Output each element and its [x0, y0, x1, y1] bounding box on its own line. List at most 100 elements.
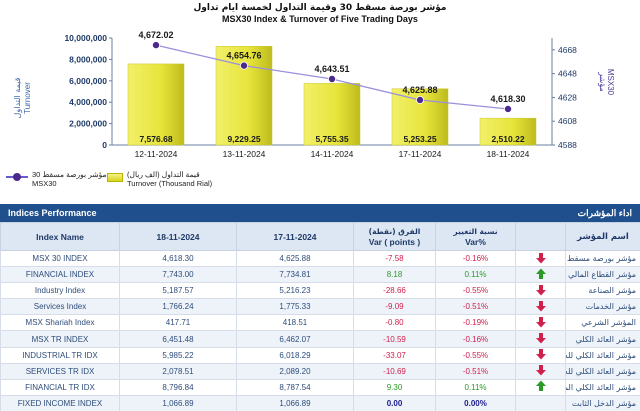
var-percent-cell: 0.00%: [435, 394, 516, 411]
trend-arrow-cell: [515, 249, 566, 268]
col-header-pct: نسبة التغيير Var%: [435, 222, 516, 251]
x-category-label: 17-11-2024: [399, 149, 442, 159]
indices-title-en: Indices Performance: [8, 208, 97, 218]
chart-panel: مؤشر بورصة مسقط 30 وقيمة التداول لخمسة ا…: [0, 0, 640, 200]
right-tick-label: 4668: [558, 45, 577, 55]
trend-arrow-cell: [515, 314, 566, 332]
index-name-ar-cell: مؤشر الخدمات: [565, 298, 640, 316]
index-name-ar-cell: مؤشر العائد الكلي المالي: [565, 378, 640, 396]
index-name-cell: MSX Shariah Index: [0, 314, 120, 332]
var-percent-cell: -0.19%: [435, 314, 516, 332]
left-tick-label: 8,000,000: [69, 54, 107, 64]
trend-arrow-cell: [515, 346, 566, 364]
x-category-label: 14-11-2024: [311, 149, 354, 159]
turnover-value-label: 5,253.25: [403, 134, 436, 144]
table-row: SERVICES TR IDX 2,078.51 2,089.20 -10.69 -0.…: [0, 362, 640, 380]
value-date-1-cell: 6,018.29: [236, 346, 354, 364]
value-date-2-cell: 1,766.24: [119, 298, 237, 316]
value-date-2-cell: 1,066.89: [119, 394, 237, 411]
turnover-bar: [303, 83, 361, 146]
index-name-ar-cell: مؤشر الدخل الثابت: [565, 394, 640, 411]
turnover-bar: [479, 117, 537, 146]
x-category-label: 13-11-2024: [223, 149, 266, 159]
indices-performance-panel: Indices Performance اداء المؤشرات Index …: [0, 204, 640, 411]
legend-item-index: مؤشر بورصة مسقط 30 MSX30: [6, 170, 107, 188]
var-points-cell: 0.00: [353, 394, 436, 411]
msx30-point: [503, 104, 512, 113]
col-header-date-2: 18-11-2024: [119, 222, 237, 251]
table-row: Industry Index 5,187.57 5,216.23 -28.66 -0.5…: [0, 282, 640, 300]
var-points-cell: -10.59: [353, 330, 436, 348]
table-row: FINANCIAL INDEX 7,743.00 7,734.81 8.18 0.11%…: [0, 266, 640, 284]
var-points-cell: -33.07: [353, 346, 436, 364]
index-name-ar-cell: مؤشر بورصة مسقط 30: [565, 249, 640, 268]
value-date-1-cell: 6,462.07: [236, 330, 354, 348]
left-tick-label: 2,000,000: [69, 119, 107, 129]
value-date-2-cell: 7,743.00: [119, 266, 237, 284]
chart-title-en: MSX30 Index & Turnover of Five Trading D…: [222, 14, 418, 24]
index-name-cell: FINANCIAL INDEX: [0, 266, 120, 284]
value-date-1-cell: 1,775.33: [236, 298, 354, 316]
legend-index-en: MSX30: [32, 179, 57, 188]
left-tick-label: 0: [102, 140, 107, 150]
index-name-cell: FIXED INCOME INDEX: [0, 394, 120, 411]
msx30-turnover-chart: مؤشر بورصة مسقط 30 وقيمة التداول لخمسة ا…: [13, 3, 615, 159]
table-row: MSX Shariah Index 417.71 418.51 -0.80 -0.19%…: [0, 314, 640, 332]
value-date-1-cell: 8,787.54: [236, 378, 354, 396]
turnover-value-label: 9,229.25: [227, 134, 260, 144]
trend-arrow-cell: [515, 298, 566, 316]
line-marker-icon: [6, 173, 28, 181]
value-date-1-cell: 5,216.23: [236, 282, 354, 300]
msx30-value-label: 4,654.76: [226, 51, 261, 61]
value-date-2-cell: 5,187.57: [119, 282, 237, 300]
turnover-value-label: 2,510.22: [491, 134, 524, 144]
index-name-ar-cell: مؤشر الصناعة: [565, 282, 640, 300]
index-name-ar-cell: مؤشر العائد الكلي للصناعة: [565, 346, 640, 364]
turnover-bar: [127, 63, 185, 146]
indices-title-ar: اداء المؤشرات: [577, 207, 632, 218]
value-date-2-cell: 2,078.51: [119, 362, 237, 380]
arrow-down-icon: [535, 333, 546, 344]
msx30-point: [151, 41, 160, 50]
value-date-1-cell: 2,089.20: [236, 362, 354, 380]
left-tick-label: 10,000,000: [64, 33, 107, 43]
no-change-icon: [535, 396, 547, 408]
arrow-up-icon: [535, 380, 546, 392]
table-row: MSX 30 INDEX 4,618.30 4,625.88 -7.58 -0.16% م…: [0, 249, 640, 268]
index-name-ar-cell: مؤشر العائد الكلي: [565, 330, 640, 348]
msx30-value-label: 4,643.51: [314, 64, 349, 74]
value-date-2-cell: 417.71: [119, 314, 237, 332]
x-category-label: 12-11-2024: [135, 149, 178, 159]
var-points-cell: 8.18: [353, 266, 436, 284]
var-points-cell: -7.58: [353, 249, 436, 268]
table-row: FIXED INCOME INDEX 1,066.89 1,066.89 0.00 0.…: [0, 394, 640, 411]
col-header-arrow: [515, 222, 566, 251]
chart-title-ar: مؤشر بورصة مسقط 30 وقيمة التداول لخمسة ا…: [194, 3, 447, 13]
value-date-2-cell: 5,985.22: [119, 346, 237, 364]
msx30-point: [415, 95, 424, 104]
var-percent-cell: -0.16%: [435, 330, 516, 348]
left-tick-label: 4,000,000: [69, 97, 107, 107]
value-date-1-cell: 7,734.81: [236, 266, 354, 284]
col-header-name-ar: اسم المؤشر: [565, 222, 640, 251]
value-date-1-cell: 4,625.88: [236, 249, 354, 268]
indices-table: Index Name 18-11-2024 17-11-2024 الفرق (…: [0, 222, 640, 411]
arrow-down-icon: [535, 365, 546, 376]
trend-arrow-cell: [515, 378, 566, 396]
arrow-up-icon: [535, 268, 546, 279]
bar-swatch-icon: [107, 173, 123, 182]
index-name-ar-cell: مؤشر القطاع المالي: [565, 266, 640, 284]
index-name-cell: Services Index: [0, 298, 120, 316]
turnover-value-label: 5,755.35: [315, 134, 348, 144]
index-name-ar-cell: المؤشر الشرعي: [565, 314, 640, 332]
right-tick-label: 4628: [558, 92, 577, 102]
var-percent-cell: -0.51%: [435, 298, 516, 316]
right-axis-label-en: MSX30: [606, 69, 615, 96]
trend-arrow-cell: [515, 266, 566, 284]
legend-turnover-ar: قيمة التداول (الف ريال): [127, 170, 200, 179]
var-points-cell: -28.66: [353, 282, 436, 300]
x-category-label: 18-11-2024: [487, 149, 530, 159]
msx30-value-label: 4,625.88: [402, 85, 437, 95]
trend-arrow-cell: [515, 330, 566, 348]
col-header-pct-ar: نسبة التغيير: [453, 226, 498, 236]
